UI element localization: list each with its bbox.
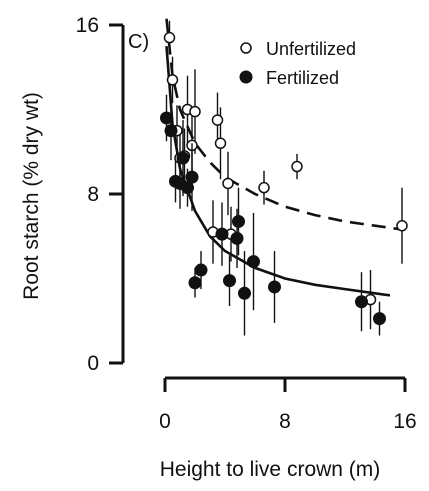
x-axis-label: Height to live crown (m)	[160, 458, 381, 481]
plot-area	[160, 18, 408, 336]
point-unfertilized	[291, 160, 303, 173]
y-axis-label: Root starch (% dry wt)	[20, 92, 43, 300]
point-fertilized	[185, 170, 199, 184]
point-unfertilized	[211, 114, 224, 126]
point-fertilized	[164, 124, 178, 138]
point-fertilized	[215, 227, 229, 241]
point-unfertilized	[189, 105, 201, 118]
point-unfertilized	[396, 219, 408, 232]
point-fertilized	[238, 286, 251, 300]
x-axis: 0 8 16	[159, 376, 417, 433]
legend-label-fertilized: Fertilized	[266, 68, 339, 88]
point-fertilized	[160, 111, 173, 125]
legend-marker-unfertilized	[240, 42, 252, 54]
point-unfertilized	[214, 137, 227, 150]
point-fertilized	[188, 276, 202, 290]
point-fertilized	[232, 214, 245, 228]
point-fertilized	[230, 231, 244, 245]
x-tick-label: 8	[279, 410, 291, 433]
y-tick-label: 8	[87, 183, 99, 206]
fit-curve-unfertilized	[165, 18, 406, 232]
y-axis: 0 8 16	[76, 14, 125, 375]
point-unfertilized	[222, 177, 234, 190]
legend-label-unfertilized: Unfertilized	[266, 39, 356, 59]
y-tick-label: 0	[87, 352, 99, 375]
point-fertilized	[223, 274, 236, 288]
point-fertilized	[373, 312, 386, 326]
x-tick-label: 16	[393, 410, 416, 433]
y-tick-label: 16	[76, 14, 99, 37]
point-unfertilized	[258, 181, 270, 194]
point-fertilized	[194, 263, 208, 277]
legend-marker-fertilized	[239, 70, 253, 84]
legend: Unfertilized Fertilized	[239, 39, 356, 88]
point-fertilized	[176, 151, 190, 165]
point-fertilized	[247, 255, 260, 269]
point-unfertilized	[166, 74, 179, 86]
x-tick-label: 0	[159, 410, 171, 433]
panel-label: C)	[128, 31, 149, 53]
point-fertilized	[355, 295, 368, 309]
point-unfertilized	[163, 31, 176, 44]
point-fertilized	[268, 280, 281, 294]
